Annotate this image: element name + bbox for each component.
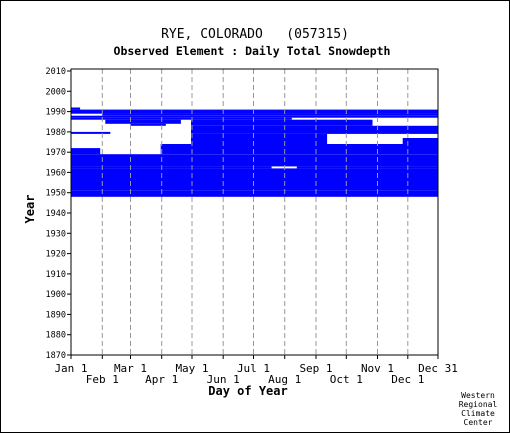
y-tick-label: 1900 (46, 290, 66, 300)
y-tick-label: 1920 (46, 250, 66, 260)
snow-band (102, 113, 439, 116)
snow-band (296, 166, 438, 169)
x-tick-label: May 1 (175, 362, 208, 375)
y-tick-label: 2010 (46, 67, 66, 77)
snow-band (105, 119, 181, 124)
y-tick-label: 1970 (46, 148, 66, 158)
snow-band (71, 190, 438, 197)
x-axis-ticks: Jan 1 Mar 1 May 1 Jul 1 Sep 1 Nov 1 Dec 31 Feb … (54, 355, 458, 386)
snow-band (71, 154, 438, 167)
snow-band (130, 123, 166, 126)
x-axis-label: Day of Year (208, 384, 287, 398)
snow-band (71, 117, 292, 120)
x-tick-label: Jun 1 (207, 373, 240, 386)
x-tick-label: Oct 1 (330, 373, 363, 386)
snow-band (71, 109, 438, 114)
y-tick-label: 1990 (46, 108, 66, 118)
data-bands (71, 107, 439, 197)
y-tick-label: 1980 (46, 128, 66, 138)
snow-band (191, 125, 438, 134)
x-tick-label: Jul 1 (237, 362, 270, 375)
chart-title: RYE, COLORADO (057315) (161, 27, 349, 42)
y-tick-label: 1910 (46, 270, 66, 280)
y-tick-label: 1950 (46, 189, 66, 199)
x-tick-label: Sep 1 (299, 362, 332, 375)
x-tick-label: Feb 1 (86, 373, 119, 386)
snow-band (71, 166, 272, 169)
snow-band (71, 148, 101, 155)
snow-band (402, 138, 438, 145)
y-tick-label: 2000 (46, 87, 66, 97)
chart-subtitle: Observed Element : Daily Total Snowdepth (114, 44, 391, 58)
x-tick-label: Aug 1 (268, 373, 301, 386)
snow-band (160, 144, 438, 155)
x-tick-label: Dec 31 (418, 362, 458, 375)
x-tick-label: Jan 1 (54, 362, 87, 375)
credit-line-3: Climate (461, 409, 495, 418)
y-axis-label: Year (23, 195, 37, 224)
snow-band (191, 119, 373, 126)
y-axis-ticks: 1870 1880 1890 1900 1910 1920 1930 1940 1950 1960… (46, 67, 71, 361)
snow-band (71, 168, 438, 191)
snow-band (71, 115, 438, 118)
credit-line-4: Center (464, 418, 493, 427)
snow-band (71, 131, 111, 134)
y-tick-label: 1870 (46, 351, 66, 361)
y-tick-label: 1930 (46, 229, 66, 239)
y-tick-label: 1880 (46, 331, 66, 341)
snow-band (191, 133, 328, 144)
x-tick-label: Dec 1 (391, 373, 424, 386)
x-tick-label: Nov 1 (361, 362, 394, 375)
y-tick-label: 1940 (46, 209, 66, 219)
snow-band (71, 107, 81, 110)
credit-line-2: Regional (459, 400, 498, 409)
credit-line-1: Western (461, 391, 495, 400)
x-tick-label: Apr 1 (145, 373, 178, 386)
wrcc-credit: Western Regional Climate Center (459, 391, 498, 427)
plot-area-border (70, 68, 439, 356)
y-tick-label: 1960 (46, 168, 66, 178)
y-tick-label: 1890 (46, 310, 66, 320)
x-tick-label: Mar 1 (114, 362, 147, 375)
